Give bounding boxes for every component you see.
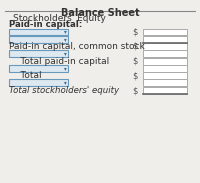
- FancyBboxPatch shape: [143, 65, 187, 72]
- Text: ▾: ▾: [64, 37, 67, 42]
- Text: Total paid-in capital: Total paid-in capital: [9, 57, 110, 66]
- Text: $: $: [132, 71, 137, 80]
- FancyBboxPatch shape: [9, 65, 68, 72]
- Text: Paid-in capital, common stock: Paid-in capital, common stock: [9, 42, 145, 51]
- Text: $: $: [132, 57, 137, 66]
- FancyBboxPatch shape: [143, 43, 187, 50]
- FancyBboxPatch shape: [9, 79, 68, 86]
- FancyBboxPatch shape: [9, 36, 68, 43]
- FancyBboxPatch shape: [9, 50, 68, 57]
- Text: Total stockholders' equity: Total stockholders' equity: [9, 86, 119, 95]
- FancyBboxPatch shape: [143, 36, 187, 43]
- FancyBboxPatch shape: [143, 50, 187, 57]
- Text: ▾: ▾: [64, 66, 67, 71]
- Text: Paid-in capital:: Paid-in capital:: [9, 20, 83, 29]
- Text: Total: Total: [9, 71, 42, 80]
- FancyBboxPatch shape: [143, 29, 187, 36]
- FancyBboxPatch shape: [143, 72, 187, 79]
- Text: ▾: ▾: [64, 29, 67, 35]
- Text: $: $: [132, 27, 137, 37]
- Text: Balance Sheet: Balance Sheet: [61, 8, 139, 18]
- Text: ▾: ▾: [64, 80, 67, 85]
- FancyBboxPatch shape: [143, 79, 187, 86]
- FancyBboxPatch shape: [143, 87, 187, 94]
- FancyBboxPatch shape: [9, 29, 68, 36]
- Text: ▾: ▾: [64, 51, 67, 56]
- Text: $: $: [132, 86, 137, 95]
- Text: $: $: [132, 42, 137, 51]
- FancyBboxPatch shape: [143, 58, 187, 65]
- Text: Stockholders' Equity: Stockholders' Equity: [13, 14, 106, 23]
